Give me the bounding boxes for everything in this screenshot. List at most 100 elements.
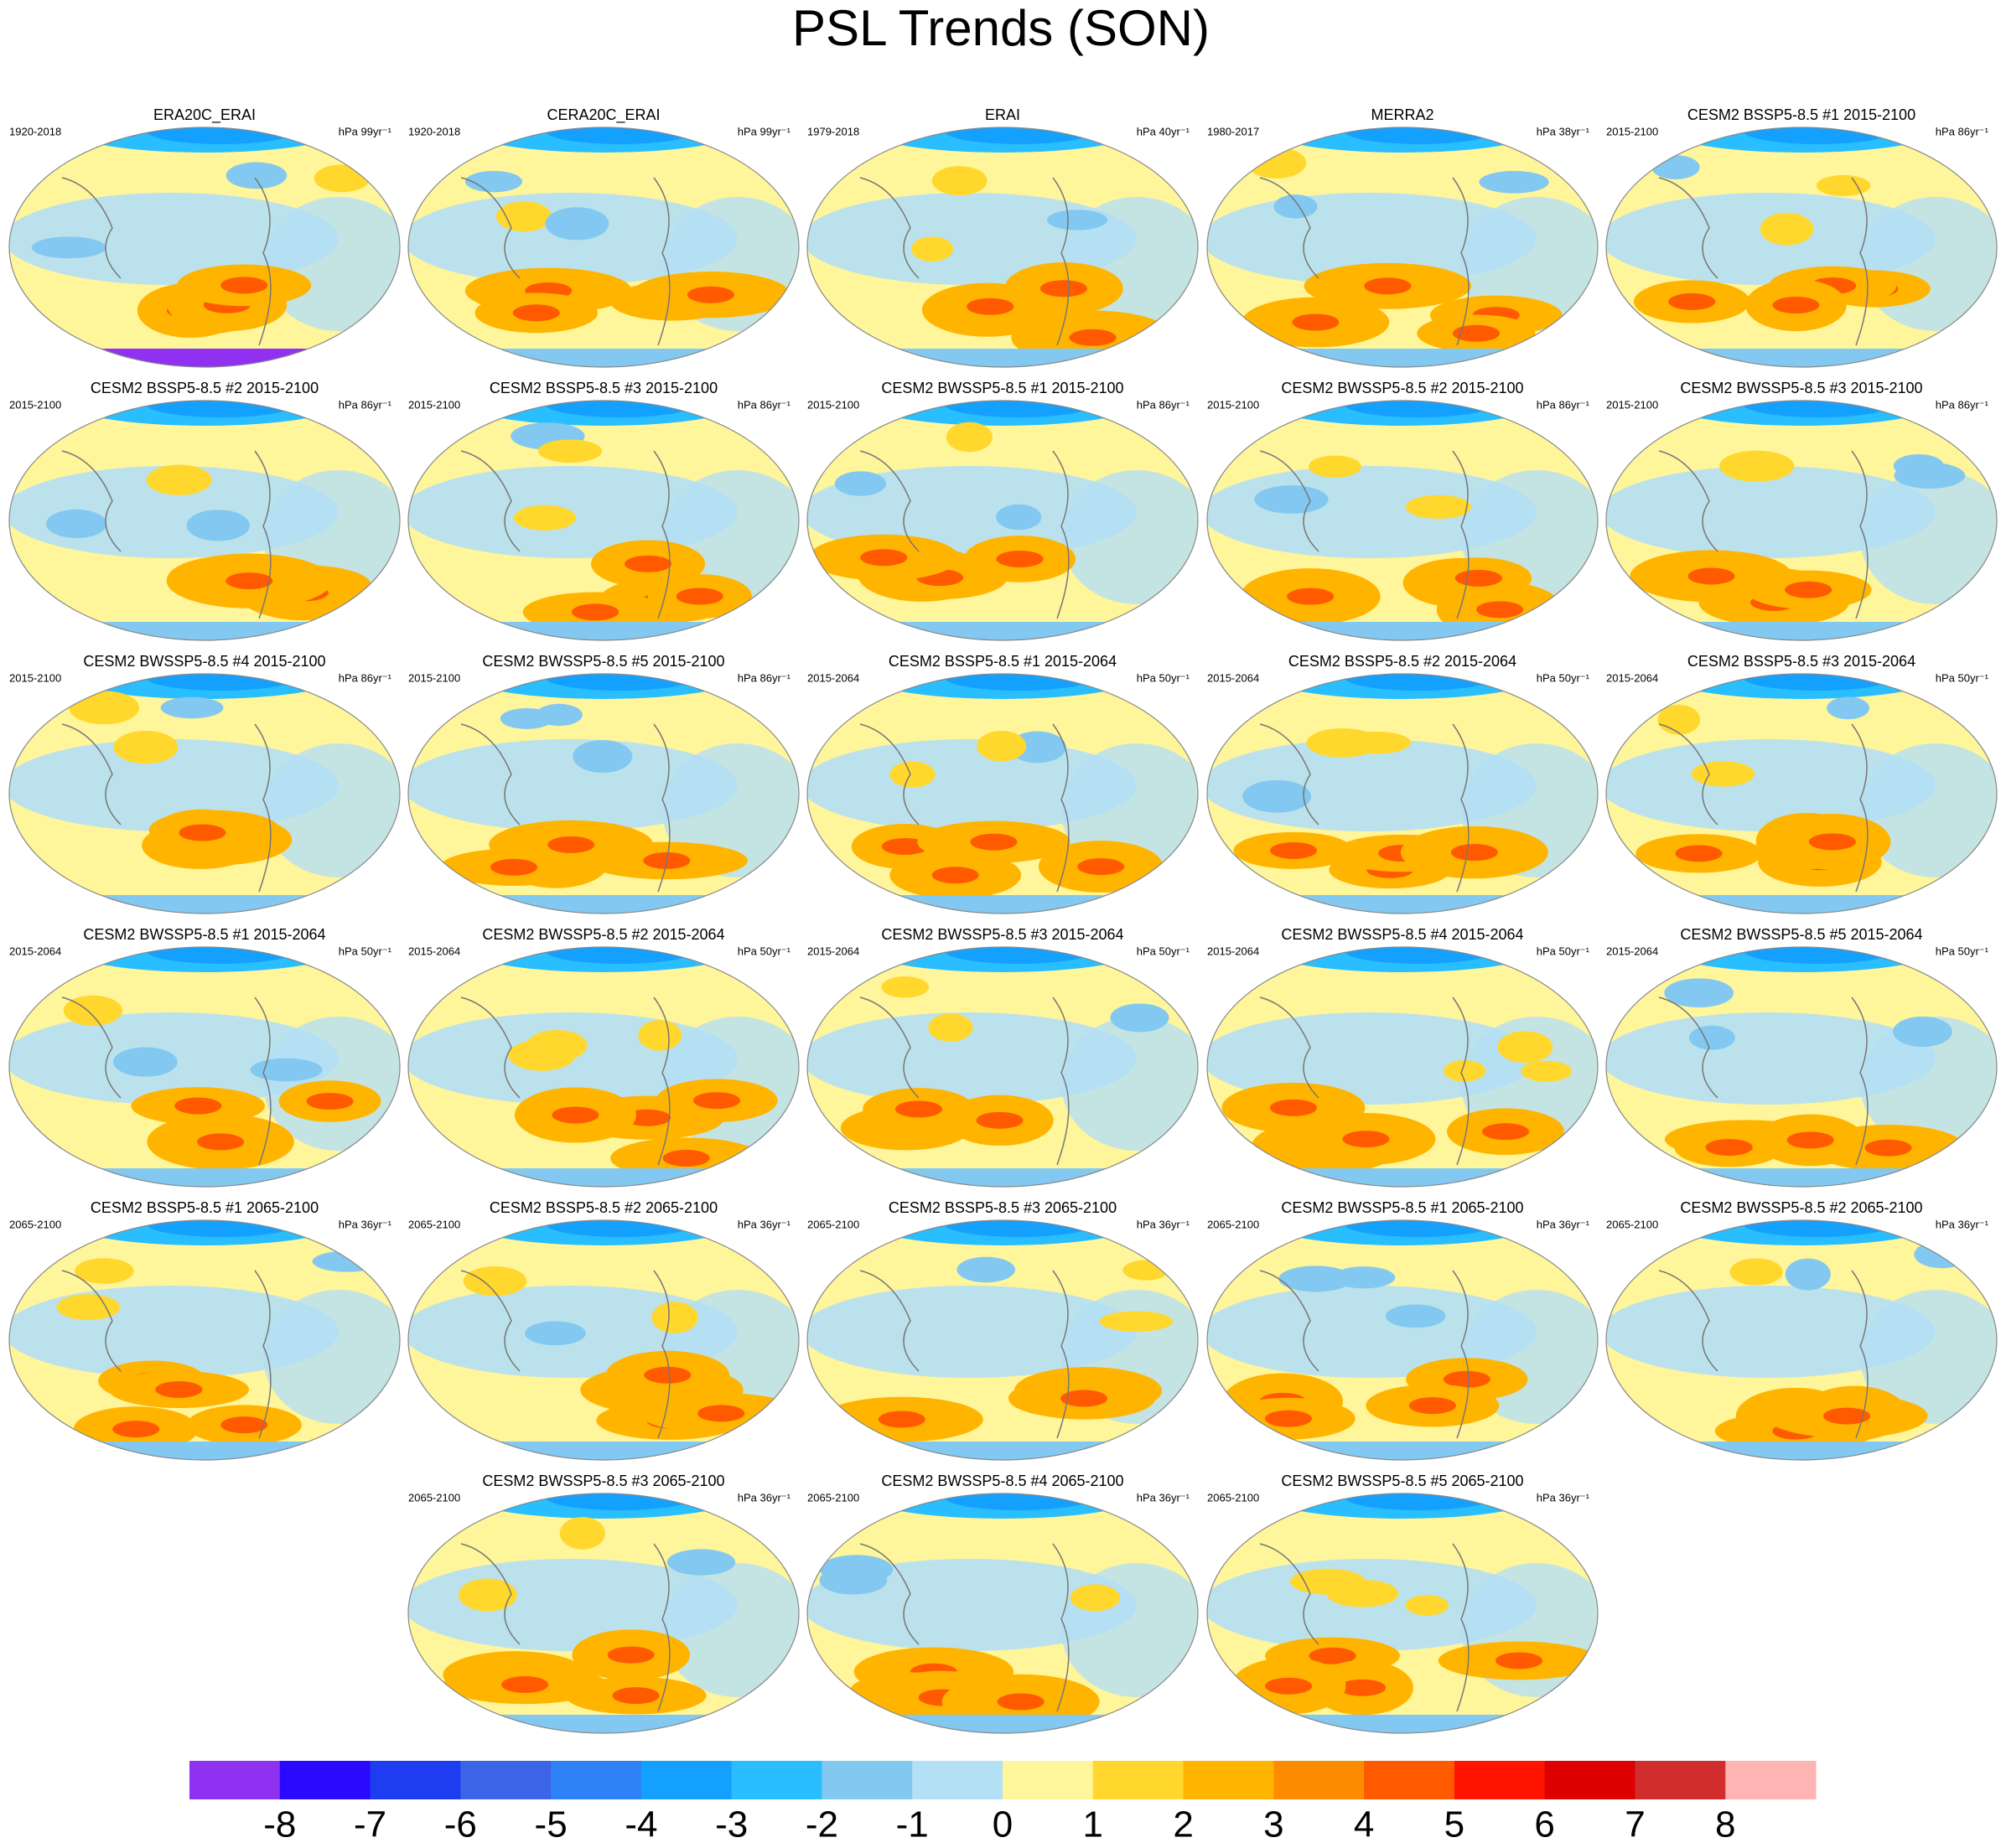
panel-title: MERRA2 [1371,106,1433,123]
colorbar-box [551,1761,642,1799]
map-panel: CESM2 BWSSP5-8.5 #3 2065-2100 2065-2100 hP… [407,1473,800,1734]
map-panel: CESM2 BWSSP5-8.5 #5 2015-2064 2015-2064 hP… [1605,926,1998,1188]
unit-label: hPa 50yr⁻¹ [1137,945,1190,957]
coastline [1658,1270,1869,1439]
map-region [306,1092,354,1110]
map-region [179,824,226,841]
map-region [1760,212,1814,246]
map-panel: CESM2 BSSP5-8.5 #2 2015-2100 2015-2100 hPa… [8,380,401,641]
map-region [1273,194,1318,219]
map-region [545,947,696,964]
map-region [928,1013,973,1042]
map-region [263,197,400,331]
map-region [834,471,887,496]
panel-title: CESM2 BSSP5-8.5 #2 2015-2064 [1288,653,1516,670]
unit-label: hPa 40yr⁻¹ [1137,125,1190,137]
map-region [1668,292,1716,310]
map-region [1688,1025,1735,1050]
panel-title: CESM2 BSSP5-8.5 #3 2015-2100 [490,380,718,396]
map-region [1719,450,1795,482]
panel-title: CESM2 BSSP5-8.5 #1 2015-2100 [1687,106,1915,123]
map-region [512,304,560,322]
map-region [651,1302,698,1333]
map-region [1207,622,1598,640]
map-region [146,464,212,496]
period-label: 2015-2064 [807,945,859,957]
coastline [1658,177,1869,346]
period-label: 2015-2100 [1207,398,1259,411]
map-outline [1206,946,1599,1188]
map-region [1743,401,1894,417]
colorbar-box [1725,1761,1817,1799]
map-region [1242,779,1312,813]
period-label: 2015-2100 [408,398,460,411]
map-panel: CESM2 BWSSP5-8.5 #3 2015-2100 2015-2100 hP… [1605,380,1998,641]
map-region [1816,174,1871,197]
map-region [1705,1138,1753,1156]
coastline [460,177,671,346]
map-region [996,504,1042,531]
unit-label: hPa 50yr⁻¹ [1537,671,1590,684]
unit-label: hPa 99yr⁻¹ [738,125,791,137]
map-outline [806,1219,1199,1461]
map-region [112,1421,160,1438]
colorbar-box [1003,1761,1094,1799]
map-region [1606,895,1997,914]
map-region [1344,1220,1495,1237]
colorbar-box [822,1761,913,1799]
map-region [113,730,179,764]
map-region [1785,581,1833,598]
map-region [976,1111,1024,1129]
map-region [1342,731,1411,754]
map-region [459,1578,517,1612]
unit-label: hPa 86yr⁻¹ [339,398,392,411]
map-field [9,947,400,1187]
map-region [1344,401,1495,417]
map-outline [1206,1493,1599,1734]
map-region [174,1097,222,1115]
unit-label: hPa 86yr⁻¹ [1537,398,1590,411]
map-region [314,164,371,193]
map-field [408,401,799,640]
map-region [1476,601,1524,619]
map-region [63,995,122,1026]
map-region [889,761,936,788]
map-region [9,1168,400,1187]
map-field [9,401,400,640]
map-region [1827,696,1869,720]
map-region [547,836,595,853]
map-region [545,401,696,417]
map-region [970,833,1018,851]
map-outline [8,673,401,914]
period-label: 2065-2100 [9,1218,61,1230]
map-outline [1605,127,1998,368]
map-region [1479,170,1549,194]
map-region [508,1039,576,1071]
colorbar-label: 2 [1173,1804,1193,1845]
map-field [408,1493,799,1733]
map-region [226,572,273,590]
map-region [1893,1016,1952,1048]
map-outline [1206,400,1599,641]
map-region [1265,1677,1313,1695]
colorbar-box [279,1761,371,1799]
map-field [807,947,1198,1187]
map-region [1496,1652,1543,1669]
panel-title: CESM2 BSSP5-8.5 #3 2015-2064 [1687,653,1915,670]
map-region [807,1715,1198,1733]
map-region [1270,841,1318,859]
map-region [1860,743,1997,877]
map-field [1207,401,1598,640]
coastline [1259,996,1470,1166]
map-region [807,1286,1137,1378]
map-region [1207,1168,1598,1187]
coastline [61,996,272,1166]
panel-title: CESM2 BWSSP5-8.5 #5 2015-2064 [1680,926,1922,943]
map-field [807,1220,1198,1460]
map-region [1246,147,1307,179]
map-region [977,730,1027,762]
map-region [1061,1563,1198,1697]
unit-label: hPa 99yr⁻¹ [339,125,392,137]
period-label: 2015-2064 [9,945,61,957]
map-region [463,1266,527,1297]
